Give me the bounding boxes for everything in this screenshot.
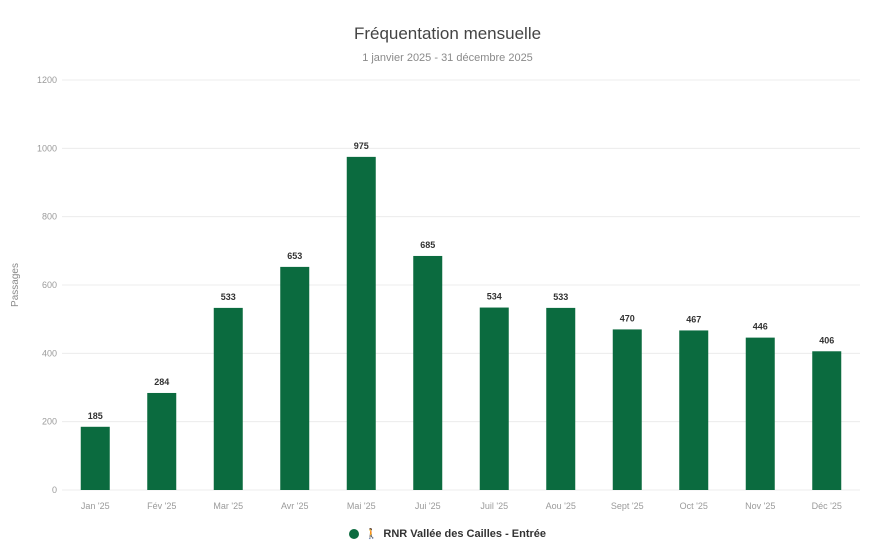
x-tick-label: Mai '25 <box>347 501 376 511</box>
bar-value-label: 185 <box>88 411 103 421</box>
gridlines <box>62 79 860 491</box>
x-tick-label: Jan '25 <box>81 501 110 511</box>
bar[interactable] <box>546 307 576 490</box>
bar[interactable] <box>479 307 509 490</box>
walker-icon: 🚶 <box>364 528 378 540</box>
bar-value-label: 975 <box>354 141 369 151</box>
bar[interactable] <box>280 266 310 490</box>
bar[interactable] <box>346 156 376 490</box>
bar-value-label: 470 <box>620 313 635 323</box>
bar-value-label: 534 <box>487 292 502 302</box>
x-tick-label: Juil '25 <box>480 501 508 511</box>
bar-value-label: 284 <box>154 377 169 387</box>
x-tick-label: Jui '25 <box>415 501 441 511</box>
data-labels: 185 284 533 653 975 685 534 533 470 467 446 406 <box>88 141 835 421</box>
bar[interactable] <box>745 337 775 490</box>
y-tick-label: 400 <box>42 348 57 358</box>
y-tick-label: 0 <box>52 485 57 495</box>
legend-label: RNR Vallée des Cailles - Entrée <box>383 528 547 540</box>
bar-value-label: 533 <box>221 292 236 302</box>
y-tick-label: 800 <box>42 212 57 222</box>
y-axis-label: Passages <box>10 263 21 307</box>
bars <box>80 156 842 490</box>
x-tick-label: Nov '25 <box>745 501 775 511</box>
bar[interactable] <box>80 426 110 490</box>
bar[interactable] <box>213 307 243 490</box>
y-tick-label: 1200 <box>37 75 57 85</box>
bar-value-label: 446 <box>753 322 768 332</box>
bar-value-label: 653 <box>287 251 302 261</box>
chart-title: Fréquentation mensuelle <box>353 24 542 43</box>
x-tick-label: Aou '25 <box>546 501 576 511</box>
bar-value-label: 533 <box>553 292 568 302</box>
bar-value-label: 467 <box>686 314 701 324</box>
chart-subtitle: 1 janvier 2025 - 31 décembre 2025 <box>362 52 533 64</box>
bar[interactable] <box>812 351 842 490</box>
bar-value-label: 685 <box>420 240 435 250</box>
bar[interactable] <box>679 330 709 490</box>
y-tick-label: 600 <box>42 280 57 290</box>
bar[interactable] <box>612 329 642 490</box>
y-tick-label: 200 <box>42 417 57 427</box>
legend-marker <box>348 529 359 539</box>
x-tick-label: Fév '25 <box>147 501 176 511</box>
x-tick-label: Sept '25 <box>611 501 644 511</box>
bar[interactable] <box>413 255 443 490</box>
x-tick-label: Oct '25 <box>680 501 708 511</box>
x-tick-label: Déc '25 <box>812 501 842 511</box>
legend[interactable]: 🚶 RNR Vallée des Cailles - Entrée <box>0 528 895 540</box>
x-tick-label: Mar '25 <box>213 501 243 511</box>
bar-value-label: 406 <box>819 335 834 345</box>
y-tick-label: 1000 <box>37 143 57 153</box>
x-tick-label: Avr '25 <box>281 501 309 511</box>
y-axis-ticks: 0 200 400 600 800 1000 1200 <box>37 75 57 495</box>
bar[interactable] <box>147 392 177 490</box>
x-axis-ticks: Jan '25 Fév '25 Mar '25 Avr '25 Mai '25 Jui '… <box>81 501 842 511</box>
